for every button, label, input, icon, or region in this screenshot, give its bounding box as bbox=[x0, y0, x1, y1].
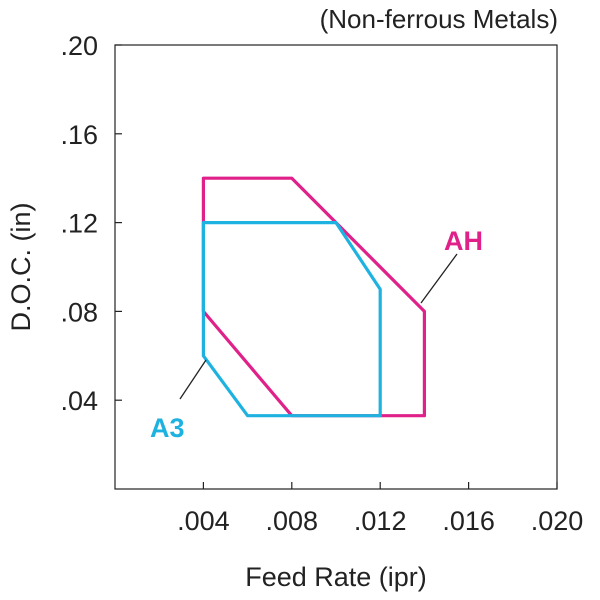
series-layer bbox=[201, 176, 426, 418]
chart-title: (Non-ferrous Metals) bbox=[320, 4, 558, 34]
series-label-ah: AH bbox=[444, 226, 483, 256]
x-tick-label: .016 bbox=[442, 506, 495, 536]
y-axis-label: D.O.C. (in) bbox=[6, 202, 36, 331]
series-outline-ah bbox=[201, 176, 426, 418]
x-axis-label: Feed Rate (ipr) bbox=[245, 562, 427, 592]
annotation-layer: AH A3 bbox=[150, 226, 483, 443]
x-tick-label: .020 bbox=[531, 506, 584, 536]
y-tick-label: .20 bbox=[60, 31, 98, 61]
x-tick-label: .004 bbox=[177, 506, 230, 536]
series-outline-a3 bbox=[201, 221, 382, 418]
x-tick-label: .008 bbox=[266, 506, 319, 536]
leader-line-ah bbox=[420, 253, 458, 304]
y-tick-label: .08 bbox=[60, 297, 98, 327]
leader-line-a3 bbox=[179, 359, 207, 400]
y-tick-label: .16 bbox=[60, 120, 98, 150]
series-label-a3: A3 bbox=[150, 413, 185, 443]
plot-area-frame bbox=[114, 44, 558, 490]
x-axis-ticks: .004 .008 .012 .016 .020 bbox=[177, 482, 583, 536]
y-axis-ticks: .04 .08 .12 .16 .20 bbox=[60, 31, 122, 416]
y-tick-label: .04 bbox=[60, 386, 98, 416]
y-tick-label: .12 bbox=[60, 209, 98, 239]
x-tick-label: .012 bbox=[354, 506, 407, 536]
